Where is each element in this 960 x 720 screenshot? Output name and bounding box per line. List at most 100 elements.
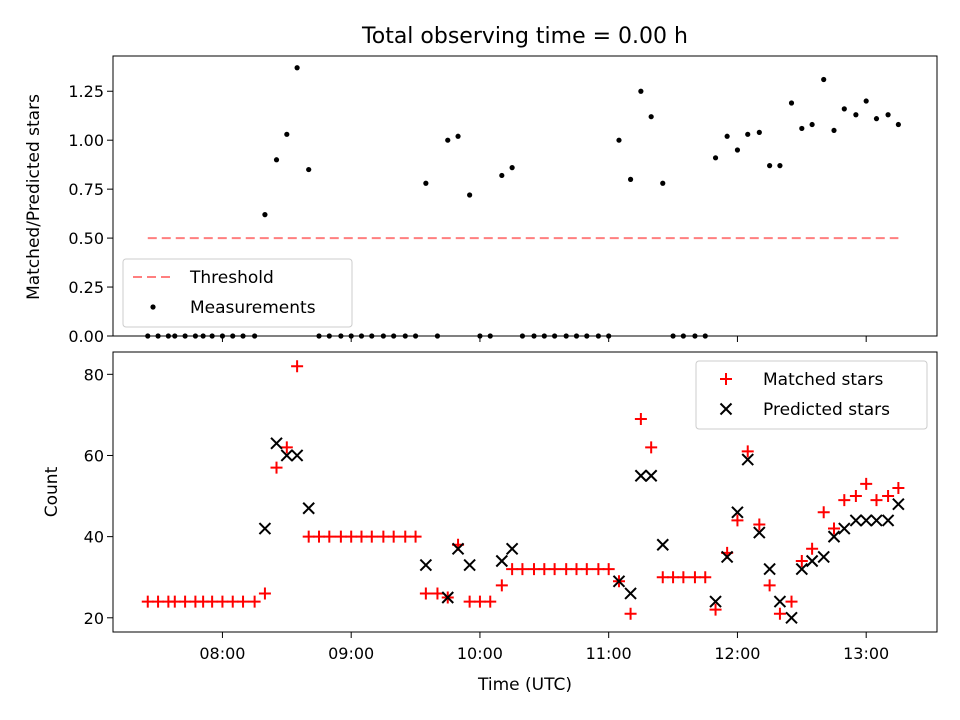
matched-stars-point bbox=[355, 530, 368, 543]
x-tick-label: 10:00 bbox=[457, 644, 503, 663]
measurements-point bbox=[863, 98, 869, 104]
matched-stars-point bbox=[882, 490, 895, 503]
matched-stars-point bbox=[506, 563, 519, 576]
predicted-stars-point bbox=[870, 514, 883, 527]
matched-stars-point bbox=[495, 579, 508, 592]
predicted-stars-point bbox=[709, 595, 722, 608]
legend-box bbox=[122, 258, 353, 328]
x-tick-label: 08:00 bbox=[199, 644, 245, 663]
matched-stars-point bbox=[849, 490, 862, 503]
y-tick-label: 0.75 bbox=[68, 180, 104, 199]
predicted-stars-point bbox=[849, 514, 863, 527]
legend-predicted-swatch bbox=[719, 402, 733, 416]
matched-stars-point bbox=[206, 595, 219, 608]
predicted-stars-point bbox=[881, 514, 895, 527]
predicted-stars-point bbox=[817, 550, 830, 564]
legend-measurements-label: Measurements bbox=[190, 298, 316, 318]
matched-stars-point bbox=[365, 530, 378, 543]
measurements-point bbox=[423, 180, 429, 186]
measurements-point bbox=[648, 114, 654, 120]
predicted-stars-point bbox=[644, 469, 658, 482]
matched-stars-point bbox=[313, 530, 325, 543]
measurements-point bbox=[712, 155, 719, 161]
y-tick-label: 0.25 bbox=[68, 278, 104, 297]
matched-stars-point bbox=[753, 518, 766, 531]
predicted-stars-point bbox=[451, 542, 465, 556]
matched-stars-point bbox=[291, 360, 304, 373]
x-tick-label: 09:00 bbox=[328, 644, 374, 663]
matched-stars-point bbox=[634, 412, 647, 425]
matched-stars-point bbox=[667, 571, 680, 584]
legend-threshold-label: Threshold bbox=[189, 268, 274, 288]
matched-stars-point bbox=[516, 563, 529, 576]
y-tick-label: 1.25 bbox=[68, 82, 104, 101]
measurements-point bbox=[284, 131, 290, 137]
predicted-stars-point bbox=[838, 522, 851, 535]
legend: Matched stars Predicted stars bbox=[695, 360, 928, 430]
x-tick-label: 12:00 bbox=[714, 644, 760, 663]
matched-stars-point bbox=[463, 595, 476, 608]
measurements-point bbox=[873, 116, 880, 122]
y-tick-label: 20 bbox=[84, 609, 104, 628]
matched-stars-point bbox=[785, 595, 798, 608]
matched-stars-point bbox=[548, 563, 561, 576]
matched-stars-point bbox=[179, 595, 192, 608]
matched-stars-point bbox=[409, 530, 422, 543]
predicted-stars-point bbox=[773, 595, 787, 608]
measurements-point bbox=[756, 129, 762, 135]
measurements-point bbox=[306, 166, 312, 173]
matched-stars-point bbox=[484, 595, 497, 608]
matched-stars-point bbox=[570, 563, 583, 576]
x-tick-label: 13:00 bbox=[843, 644, 889, 663]
matched-stars-point bbox=[226, 595, 239, 608]
predicted-stars-point bbox=[624, 587, 637, 600]
measurements-point bbox=[724, 133, 730, 139]
matched-stars-point bbox=[387, 530, 400, 543]
matched-stars-point bbox=[528, 563, 541, 576]
legend-measurements-swatch bbox=[150, 304, 156, 310]
measurements-point bbox=[455, 133, 461, 139]
plot-frame bbox=[112, 351, 938, 633]
x-axis-label: Time (UTC) bbox=[477, 675, 572, 695]
predicted-stars-point bbox=[892, 497, 905, 511]
matched-stars-point bbox=[892, 481, 905, 494]
matched-stars-point bbox=[838, 494, 851, 507]
predicted-stars-point bbox=[612, 575, 626, 588]
measurements-point bbox=[616, 137, 622, 143]
matched-stars-point bbox=[870, 494, 883, 507]
matched-stars-point bbox=[773, 607, 786, 620]
matched-stars-point bbox=[323, 530, 336, 543]
legend-box bbox=[695, 360, 928, 430]
matched-stars-point bbox=[345, 530, 358, 543]
measurements-point bbox=[509, 165, 515, 171]
predicted-stars-point bbox=[859, 514, 873, 527]
measurements-point bbox=[273, 157, 280, 163]
predicted-stars-point bbox=[634, 469, 648, 482]
x-tick-label: 11:00 bbox=[586, 644, 632, 663]
matched-stars-point bbox=[334, 530, 347, 543]
predicted-stars-point bbox=[656, 538, 669, 551]
predicted-stars-point bbox=[302, 502, 315, 515]
matched-stars-point bbox=[237, 595, 250, 608]
predicted-stars-point bbox=[795, 562, 809, 576]
predicted-stars-point bbox=[280, 449, 294, 462]
matched-stars-point bbox=[656, 571, 669, 584]
predicted-stars-point bbox=[720, 550, 734, 564]
matched-stars-point bbox=[431, 587, 444, 600]
matched-stars-point bbox=[860, 477, 873, 490]
matched-stars-point bbox=[419, 587, 432, 600]
plot-frame bbox=[112, 55, 938, 337]
matched-stars-point bbox=[763, 579, 776, 592]
matched-stars-point bbox=[699, 571, 712, 584]
matched-stars-point bbox=[688, 571, 701, 584]
measurements-point bbox=[294, 65, 300, 71]
predicted-stars-point bbox=[258, 522, 272, 535]
matched-stars-point bbox=[795, 554, 808, 567]
measurements-point bbox=[734, 147, 741, 153]
predicted-stars-point bbox=[270, 437, 283, 450]
matched-stars-point bbox=[141, 595, 154, 608]
predicted-stars-point bbox=[753, 526, 766, 539]
measurements-point bbox=[660, 180, 666, 186]
legend-matched-swatch bbox=[720, 373, 732, 385]
